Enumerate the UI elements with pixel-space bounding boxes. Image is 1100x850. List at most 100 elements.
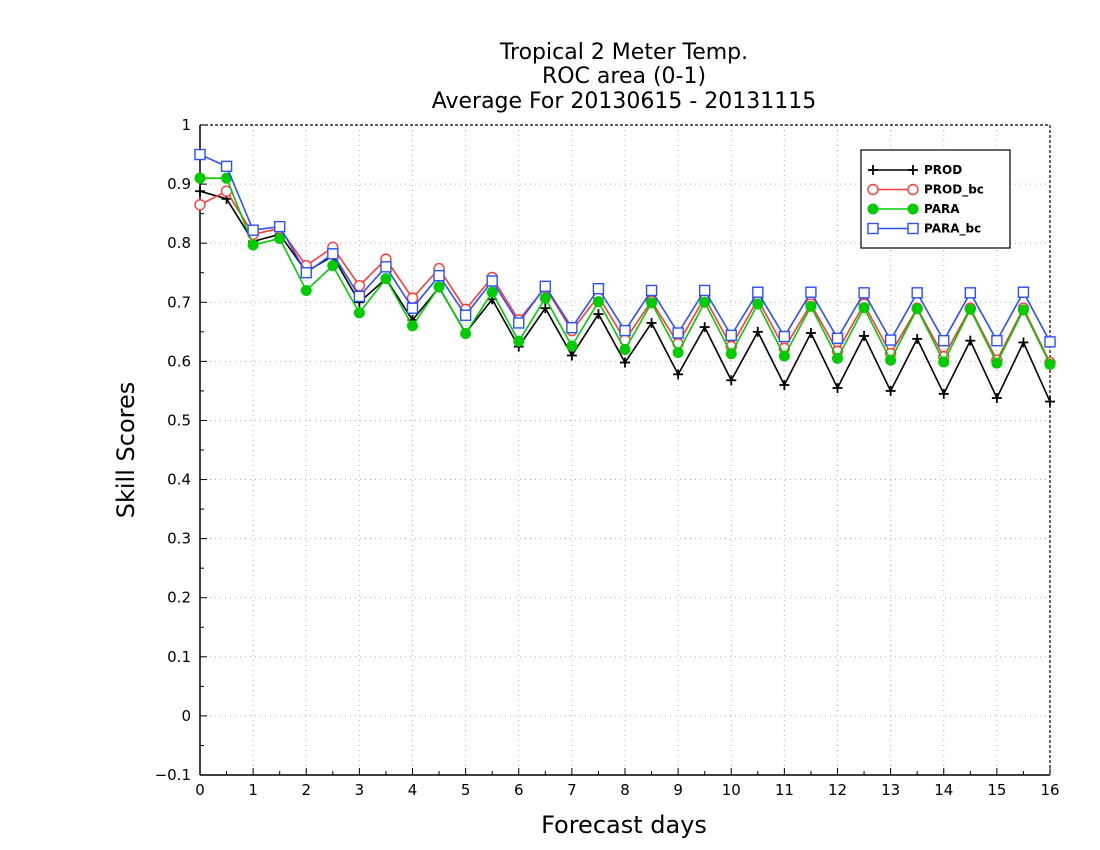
open-square-marker: [619, 324, 631, 337]
filled-circle-marker: [938, 356, 950, 368]
filled-circle-marker: [646, 297, 658, 309]
y-tick-label: 0.8: [167, 234, 191, 252]
open-square-marker: [592, 282, 605, 295]
y-tick-label: 0: [181, 707, 191, 725]
series-para-bc: [194, 148, 1056, 348]
legend-item: PROD: [868, 163, 962, 177]
chart-title-line-2: ROC area (0-1): [542, 64, 706, 89]
legend-item: PARA: [867, 202, 960, 216]
x-tick-label: 6: [514, 781, 524, 799]
legend-label: PARA: [924, 202, 960, 216]
grid-lines: [200, 125, 1050, 775]
filled-circle-marker: [907, 203, 919, 215]
open-square-marker: [406, 302, 419, 314]
chart-title-block: Tropical 2 Meter Temp. ROC area (0-1) Av…: [432, 40, 817, 114]
y-tick-label: 0.9: [167, 175, 191, 193]
open-square-marker: [380, 261, 392, 273]
plus-marker: [566, 350, 577, 361]
filled-circle-marker: [460, 328, 472, 340]
x-tick-label: 16: [1040, 781, 1059, 799]
filled-circle-marker: [911, 303, 923, 315]
open-square-marker: [752, 286, 764, 298]
y-tick-label: −0.1: [155, 766, 191, 784]
x-tick-label: 4: [408, 781, 418, 799]
x-tick-label: 5: [461, 781, 471, 799]
open-square-marker: [353, 290, 366, 303]
x-tick-label: 1: [248, 781, 258, 799]
filled-circle-marker: [752, 298, 764, 310]
filled-circle-marker: [539, 292, 551, 304]
filled-circle-marker: [672, 347, 684, 358]
open-square-marker: [566, 321, 578, 334]
plus-marker: [885, 385, 896, 396]
open-square-marker: [194, 148, 206, 161]
filled-circle-marker: [991, 357, 1003, 369]
plus-marker: [938, 388, 949, 399]
open-square-marker: [867, 222, 879, 235]
open-square-marker: [327, 248, 339, 260]
plus-marker: [1018, 337, 1029, 348]
filled-circle-marker: [566, 340, 578, 352]
plus-marker: [673, 369, 684, 380]
plus-marker: [991, 393, 1002, 403]
filled-circle-marker: [725, 348, 737, 360]
filled-circle-marker: [353, 307, 365, 319]
open-square-marker: [884, 334, 897, 346]
x-tick-label: 3: [355, 781, 365, 799]
open-square-marker: [778, 330, 791, 343]
filled-circle-marker: [300, 284, 312, 296]
plus-marker: [908, 165, 918, 175]
legend-box: [860, 149, 1011, 249]
chart-title-line-1: Tropical 2 Meter Temp.: [499, 40, 748, 65]
plus-marker: [726, 375, 737, 386]
plus-marker: [1045, 396, 1055, 407]
filled-circle-marker: [486, 286, 498, 298]
plus-marker: [779, 380, 790, 390]
filled-circle-marker: [513, 335, 525, 347]
plus-marker: [540, 303, 551, 314]
x-tick-label: 2: [301, 781, 311, 799]
open-square-marker: [831, 332, 844, 345]
open-square-marker: [805, 286, 817, 298]
filled-circle-marker: [407, 320, 418, 332]
x-axis-title: Forecast days: [541, 811, 707, 839]
x-tick-label: 12: [828, 781, 847, 799]
filled-circle-marker: [778, 350, 790, 362]
chart-title-line-3: Average For 20130615 - 20131115: [432, 89, 817, 114]
y-tick-label: 0.1: [167, 648, 191, 666]
open-square-marker: [911, 287, 923, 299]
open-square-marker: [273, 220, 286, 233]
legend-label: PROD: [924, 163, 962, 177]
plus-marker: [195, 186, 205, 197]
filled-circle-marker: [380, 273, 392, 285]
x-tick-label: 0: [195, 781, 205, 799]
open-square-marker: [1017, 286, 1030, 298]
x-tick-label: 8: [620, 781, 630, 799]
open-square-marker: [991, 334, 1003, 347]
open-square-marker: [938, 334, 950, 347]
open-circle-marker: [353, 280, 366, 292]
filled-circle-marker: [699, 296, 711, 308]
filled-circle-marker: [885, 354, 897, 366]
y-tick-label: 0.5: [167, 411, 191, 429]
open-square-marker: [220, 160, 233, 173]
open-circle-marker: [194, 199, 206, 211]
plus-marker: [805, 328, 816, 338]
filled-circle-marker: [327, 260, 339, 272]
legend: PROD PROD_bc PARA PARA_bc: [860, 149, 1011, 249]
filled-circle-marker: [805, 300, 817, 312]
open-square-marker: [486, 275, 498, 287]
open-square-marker: [300, 267, 312, 279]
open-square-marker: [433, 269, 445, 282]
open-square-marker: [459, 309, 472, 321]
open-circle-marker: [907, 183, 919, 196]
y-axis-ticks: −0.1 0 0.1 0.2 0.3 0.4 0.5 0.6 0.7 0.8 0.9 1: [155, 116, 207, 784]
x-tick-label: 7: [567, 781, 577, 799]
y-tick-label: 0.4: [167, 471, 191, 489]
y-tick-label: 0.7: [167, 293, 191, 311]
open-square-marker: [964, 287, 977, 299]
x-tick-label: 15: [987, 781, 1006, 799]
plus-marker: [868, 165, 878, 175]
filled-circle-marker: [274, 232, 286, 244]
